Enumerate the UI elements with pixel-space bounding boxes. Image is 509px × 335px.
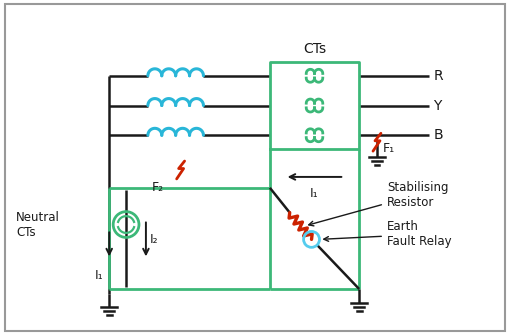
Text: CTs: CTs [302, 42, 325, 56]
Text: Neutral
CTs: Neutral CTs [16, 210, 60, 239]
Text: F₁: F₁ [382, 142, 394, 155]
Text: I₁: I₁ [95, 269, 103, 282]
Text: F₂: F₂ [151, 181, 163, 194]
Text: I₂: I₂ [150, 233, 158, 246]
Text: Stabilising
Resistor: Stabilising Resistor [308, 181, 447, 226]
Text: I₁: I₁ [309, 187, 318, 200]
Text: B: B [433, 128, 442, 142]
Text: Earth
Fault Relay: Earth Fault Relay [323, 220, 450, 249]
Text: R: R [433, 69, 442, 83]
FancyBboxPatch shape [5, 4, 504, 331]
Text: Y: Y [433, 98, 441, 113]
